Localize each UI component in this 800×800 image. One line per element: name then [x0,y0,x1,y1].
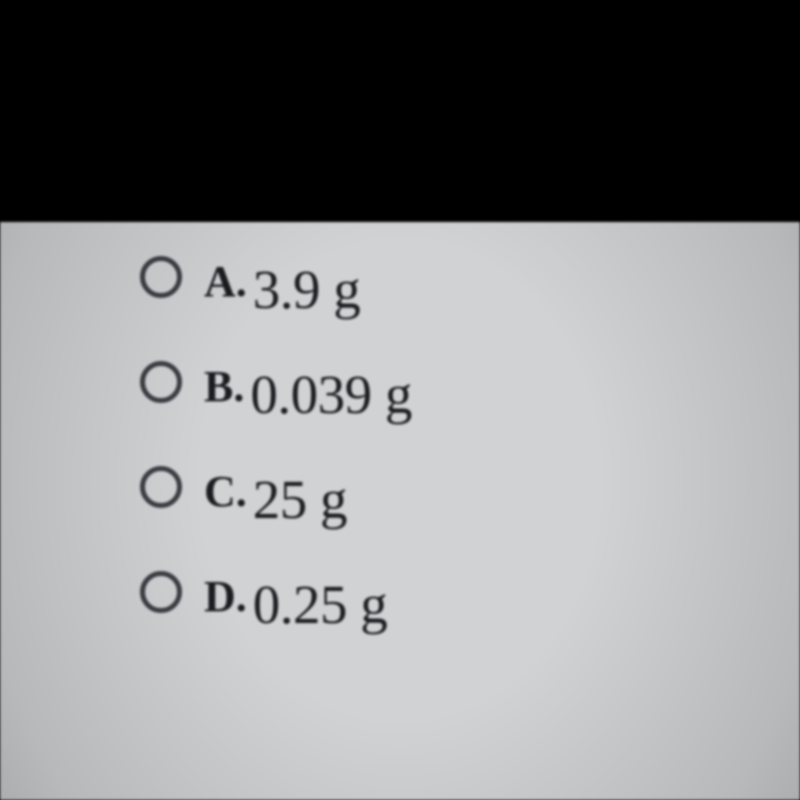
option-letter: C. [204,466,247,517]
option-value: 0.25 g [253,573,388,636]
option-row-a[interactable]: A. 3.9 g [140,250,800,313]
option-row-b[interactable]: B. 0.039 g [140,355,800,418]
option-value: 25 g [253,468,347,531]
option-label: A. 3.9 g [204,250,360,313]
option-value: 0.039 g [250,363,412,426]
radio-icon[interactable] [140,466,182,508]
option-label: C. 25 g [204,460,347,523]
option-letter: B. [204,361,244,412]
option-row-c[interactable]: C. 25 g [140,460,800,523]
option-letter: A. [204,256,247,307]
radio-icon[interactable] [140,571,182,613]
radio-icon[interactable] [140,361,182,403]
option-value: 3.9 g [253,258,361,321]
answer-options-panel: A. 3.9 g B. 0.039 g C. 25 g D. 0.25 g [0,222,800,800]
option-label: B. 0.039 g [204,355,412,418]
radio-icon[interactable] [140,256,182,298]
option-row-d[interactable]: D. 0.25 g [140,565,800,628]
option-letter: D. [204,571,247,622]
option-label: D. 0.25 g [204,565,387,628]
